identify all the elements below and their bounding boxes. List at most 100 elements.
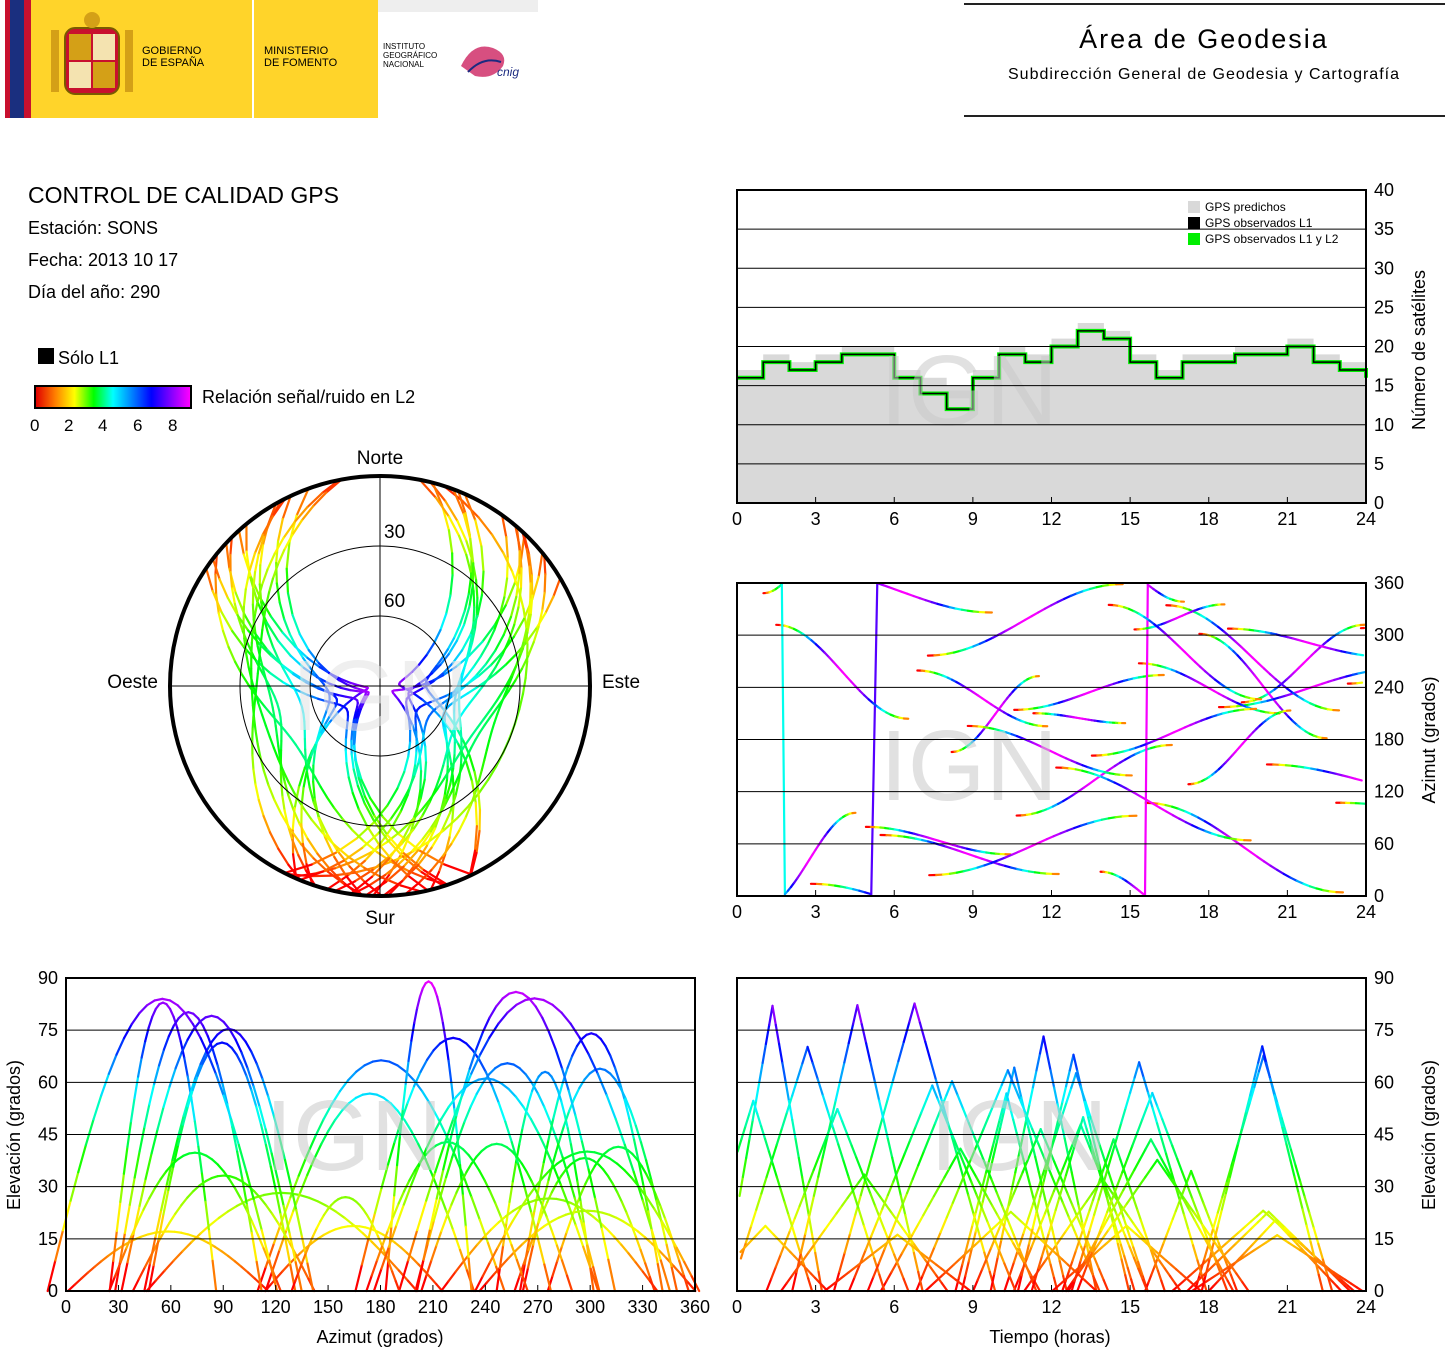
x-tick-label: 24 [1356, 509, 1376, 529]
satellite-track [1137, 662, 1281, 715]
satellite-track [966, 724, 1133, 777]
snr-colorbar [34, 385, 192, 409]
snr-tick: 6 [133, 416, 143, 435]
y-axis-label: Elevación (grados) [4, 1060, 24, 1210]
satellite-track [264, 1092, 476, 1293]
satellite-track [1346, 681, 1364, 685]
y-tick-label: 240 [1374, 677, 1404, 697]
x-tick-label: 300 [575, 1297, 605, 1317]
y-tick-label: 40 [1374, 180, 1394, 200]
y-tick-label: 10 [1374, 415, 1394, 435]
x-axis-label: Tiempo (horas) [989, 1327, 1110, 1347]
x-tick-label: 12 [1041, 509, 1061, 529]
watermark: IGN [291, 640, 469, 752]
satellite-track [864, 825, 1012, 856]
x-tick-label: 3 [811, 1297, 821, 1317]
header-logos: GOBIERNO DE ESPAÑA MINISTERIO DE FOMENTO I… [5, 0, 540, 118]
x-tick-label: 0 [732, 902, 742, 922]
satellite-track [1207, 1219, 1343, 1293]
y-tick-label: 30 [1374, 258, 1394, 278]
satellite-track [349, 488, 475, 896]
x-tick-label: 15 [1120, 1297, 1140, 1317]
y-tick-label: 60 [1374, 1072, 1394, 1092]
watermark: IGN [930, 1080, 1108, 1192]
satellite-track [1133, 603, 1226, 631]
x-tick-label: 330 [628, 1297, 658, 1317]
y-tick-label: 75 [38, 1020, 58, 1040]
satellite-track [1265, 763, 1363, 782]
logo-strip [378, 0, 538, 12]
skyplot-tracks [205, 478, 562, 898]
watermark: IGN [880, 335, 1058, 447]
satellite-track [1144, 801, 1345, 894]
skyplot-ring-60 [309, 615, 451, 757]
x-tick-label: 18 [1199, 1297, 1219, 1317]
snr-tick: 0 [30, 416, 40, 435]
skyplot-horizon [168, 474, 592, 898]
satellite-track [1055, 766, 1252, 842]
x-tick-label: 15 [1120, 902, 1140, 922]
solo-l1-label: Sólo L1 [58, 348, 120, 368]
satellite-track [108, 1151, 282, 1293]
ministerio-text: MINISTERIO DE FOMENTO [264, 45, 338, 69]
y-tick-label: 15 [1374, 1229, 1394, 1249]
elevation-azimuth-chart: IGN 0 15 30 45 60 75 90 0 30 60 90 120 150 180 210 240 2… [4, 968, 710, 1347]
x-tick-label: 9 [968, 509, 978, 529]
legend-swatch-predicted [1188, 201, 1200, 213]
watermark: IGN [265, 1080, 443, 1192]
y-tick-label: 60 [1374, 834, 1394, 854]
x-tick-label: 18 [1199, 902, 1219, 922]
satellite-track [474, 1150, 701, 1293]
legend-swatch-l1l2 [1188, 233, 1200, 245]
satellite-track [372, 1077, 600, 1293]
direction-south: Sur [365, 908, 395, 929]
skyplot-ring-30 [239, 545, 521, 827]
x-tick-label: 6 [889, 509, 899, 529]
x-tick-label: 18 [1199, 509, 1219, 529]
satellite-track [1240, 623, 1366, 704]
y-tick-label: 90 [1374, 968, 1394, 988]
x-tick-label: 0 [732, 1297, 742, 1317]
satellite-track [775, 623, 910, 720]
y-axis-label: Azimut (grados) [1419, 676, 1439, 803]
satellite-track [1030, 1116, 1136, 1293]
satellite-track [365, 1140, 529, 1293]
eu-stars-icon [10, 0, 24, 118]
station-label: Estación: SONS [28, 218, 159, 238]
y-tick-label: 75 [1374, 1020, 1394, 1040]
area-subtitle: Subdirección General de Geodesia y Carto… [1008, 66, 1400, 83]
snr-label: Relación señal/ruido en L2 [202, 387, 416, 407]
y-tick-label: 45 [38, 1125, 58, 1145]
header-rule-top [964, 3, 1445, 5]
y-tick-label: 0 [48, 1281, 58, 1301]
y-tick-label: 30 [1374, 1177, 1394, 1197]
y-tick-label: 20 [1374, 337, 1394, 357]
x-tick-label: 150 [313, 1297, 343, 1317]
x-tick-label: 3 [811, 509, 821, 529]
skyplot-ring-label-30: 30 [384, 522, 405, 543]
x-tick-label: 30 [108, 1297, 128, 1317]
satellite-track [120, 1014, 303, 1293]
doy-label: Día del año: 290 [28, 282, 161, 302]
x-tick-label: 9 [968, 902, 978, 922]
skyplot-ring-label-60: 60 [384, 591, 405, 612]
satellite-track [1226, 627, 1365, 657]
satellite-track [1193, 1054, 1334, 1293]
satellite-track [351, 553, 547, 896]
y-tick-label: 90 [38, 968, 58, 988]
legend-predicted: GPS predichos [1205, 200, 1286, 214]
legend-l1l2: GPS observados L1 y L2 [1205, 232, 1339, 246]
y-axis-label: Número de satélites [1409, 270, 1429, 430]
x-tick-label: 180 [365, 1297, 395, 1317]
report-title: CONTROL DE CALIDAD GPS [28, 182, 339, 208]
satellite-track [1013, 673, 1165, 711]
satellite-track [66, 1230, 270, 1293]
satellite-track [1064, 1158, 1250, 1293]
satellite-track [298, 525, 521, 882]
satellite-track [739, 1224, 829, 1293]
x-tick-label: 15 [1120, 509, 1140, 529]
satellite-track [250, 478, 365, 897]
satellite-track [290, 1196, 401, 1293]
x-tick-label: 6 [889, 1297, 899, 1317]
satellite-track [403, 530, 532, 896]
